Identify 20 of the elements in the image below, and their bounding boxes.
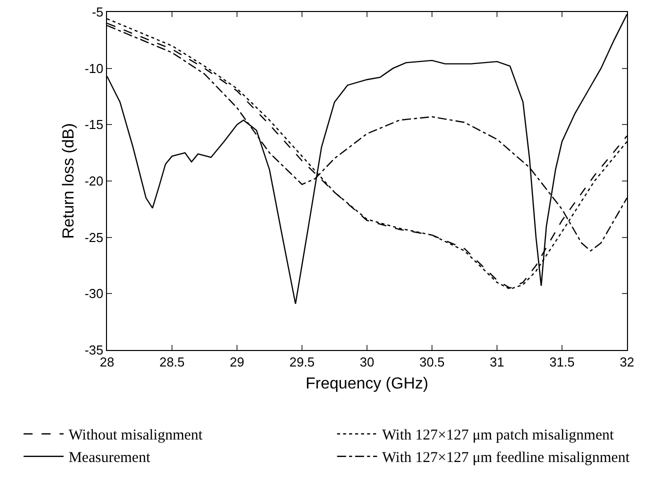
legend-label: With 127×127 μm feedline misalignment	[382, 450, 630, 466]
x-tick-label: 30.5	[419, 354, 445, 370]
y-tick-label: -20	[84, 174, 104, 189]
x-axis-title: Frequency (GHz)	[306, 375, 428, 392]
y-tick-label: -5	[92, 4, 104, 20]
x-tick-label: 29	[230, 354, 244, 370]
x-tick-label: 31.5	[549, 354, 575, 370]
y-tick-label: -15	[84, 117, 104, 132]
y-tick-label: -30	[84, 286, 104, 302]
legend-label: With 127×127 μm patch misalignment	[382, 428, 615, 444]
y-tick-label: -10	[84, 60, 104, 76]
x-tick-label: 32	[620, 354, 634, 370]
y-axis-title: Return loss (dB)	[60, 123, 78, 239]
x-tick-label: 29.5	[289, 354, 315, 370]
y-tick-label: -25	[84, 230, 104, 245]
legend-label: Without misalignment	[68, 428, 204, 444]
legend-label: Measurement	[68, 450, 152, 466]
x-tick-label: 28.5	[159, 354, 185, 370]
x-tick-label: 30	[360, 354, 374, 370]
x-tick-label: 31	[490, 354, 504, 370]
